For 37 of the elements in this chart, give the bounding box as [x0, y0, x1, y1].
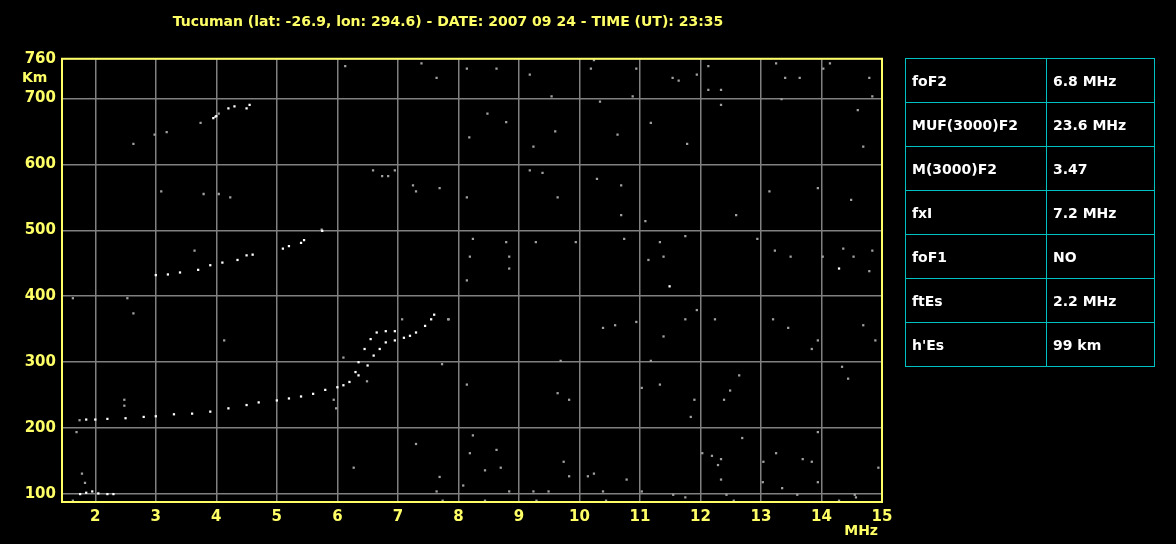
x-tick-label: 13: [750, 506, 772, 525]
x-tick-label: 7: [392, 506, 404, 525]
x-tick-label: 10: [568, 506, 590, 525]
x-tick-label: 4: [211, 506, 222, 525]
y-tick-label: 100: [24, 483, 56, 502]
text: 6.8 MHz: [1046, 58, 1155, 103]
text: 2.2 MHz: [1046, 278, 1155, 323]
text: foF1: [905, 234, 1047, 279]
text: foF2: [905, 58, 1047, 103]
x-tick-label: 3: [150, 506, 162, 525]
x-tick-label: 6: [332, 506, 343, 525]
text: fxI: [905, 190, 1047, 235]
text: 99 km: [1046, 322, 1155, 367]
text: MUF(3000)F2: [905, 102, 1047, 147]
y-tick-label: 600: [24, 154, 56, 173]
text: 7.2 MHz: [1046, 190, 1155, 235]
text: M(3000)F2: [905, 146, 1047, 191]
y-tick-label: 700: [24, 88, 56, 107]
text: h'Es: [905, 322, 1047, 367]
y-axis-title: Km: [22, 69, 48, 86]
text: 3.47: [1046, 146, 1155, 191]
y-tick-label: 760: [24, 48, 56, 67]
x-tick-label: 8: [453, 506, 464, 525]
x-tick-label: 11: [629, 506, 651, 525]
text: 23.6 MHz: [1046, 102, 1155, 147]
y-tick-label: 200: [24, 418, 56, 437]
y-tick-label: 300: [24, 352, 56, 371]
text: ftEs: [905, 278, 1047, 323]
y-tick-label: 400: [24, 286, 56, 305]
x-tick-label: 5: [271, 506, 283, 525]
x-tick-label: 9: [513, 506, 525, 525]
x-tick-label: 12: [690, 506, 711, 525]
x-tick-label: 2: [90, 506, 101, 525]
chart-title: Tucuman (lat: -26.9, lon: 294.6) - DATE: 2007 09 24 - TIME (UT): 23:35: [172, 13, 724, 30]
text: NO: [1046, 234, 1155, 279]
y-tick-label: 500: [24, 220, 56, 239]
x-tick-label: 14: [811, 506, 832, 525]
